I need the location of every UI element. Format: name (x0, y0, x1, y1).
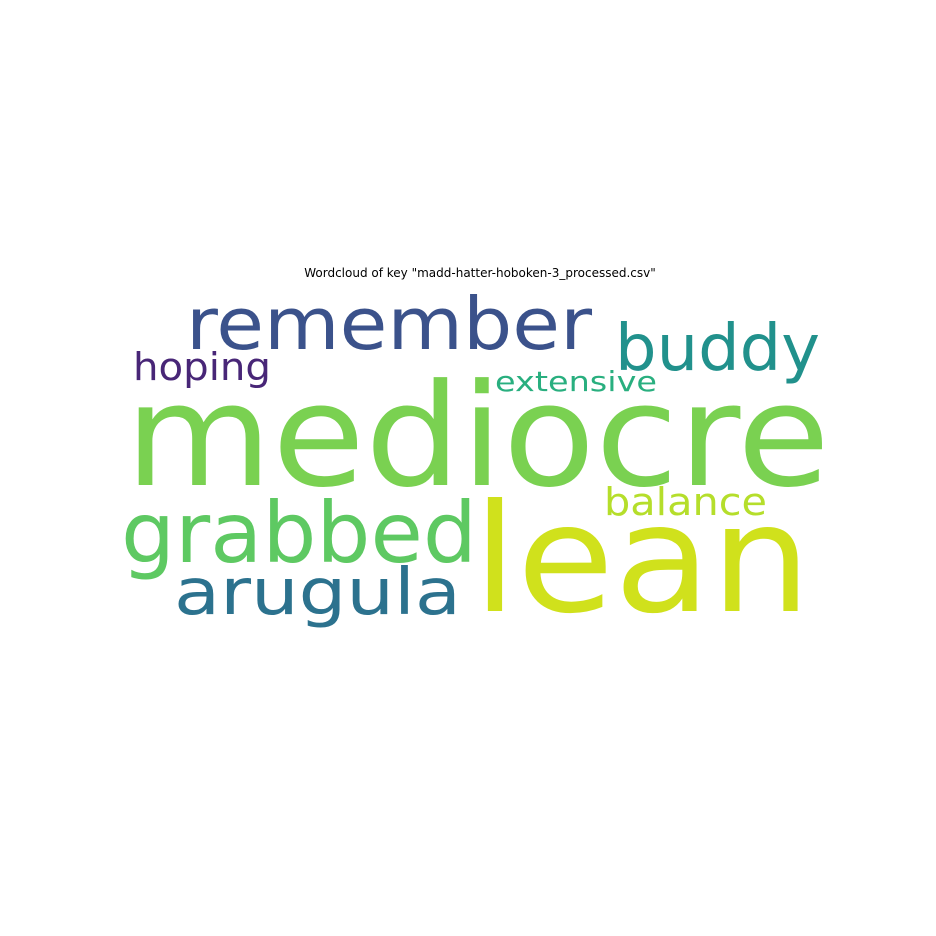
word-balance: balance (604, 480, 767, 524)
word-lean: lean (473, 473, 811, 647)
word-arugula: arugula (174, 556, 461, 630)
word-extensive: extensive (495, 365, 657, 398)
word-mediocre: mediocre (125, 354, 830, 519)
word-grabbed: grabbed (121, 484, 477, 582)
word-hoping: hoping (133, 345, 271, 389)
word-buddy: buddy (615, 312, 820, 386)
chart-title: Wordcloud of key "madd-hatter-hoboken-3_… (304, 266, 656, 280)
word-remember: remember (186, 282, 592, 366)
